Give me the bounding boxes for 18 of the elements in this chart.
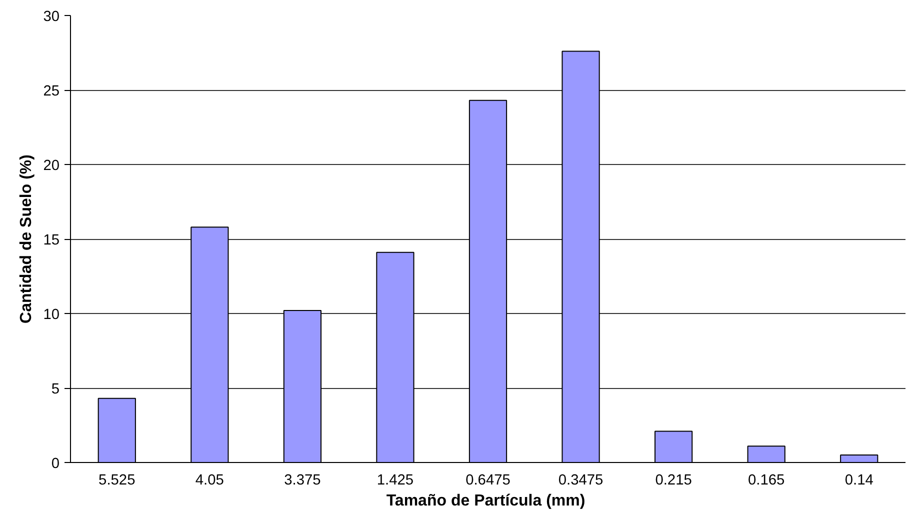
x-tick-label: 0.6475 — [466, 472, 510, 488]
x-tick-label: 5.525 — [98, 472, 136, 488]
x-tick-label: 1.425 — [376, 472, 414, 488]
y-tick-label: 25 — [43, 84, 60, 100]
y-tick-label: 20 — [43, 158, 60, 174]
x-tick-label: 4.05 — [195, 472, 224, 488]
x-tick-label: 0.3475 — [558, 472, 604, 488]
y-tick-label: 15 — [43, 232, 60, 248]
x-tick-label: 0.215 — [655, 472, 692, 488]
y-tick-label: 10 — [43, 307, 60, 323]
y-axis-title: Cantidad de Suelo (%) — [18, 154, 36, 324]
y-tick-label: 30 — [43, 9, 60, 25]
x-tick-label: 0.165 — [748, 472, 785, 488]
y-tick-label: 5 — [51, 382, 60, 398]
x-tick-label: 3.375 — [284, 472, 321, 488]
x-axis-title: Tamaño de Partícula (mm) — [386, 492, 586, 510]
x-tick-label: 0.14 — [844, 472, 874, 488]
y-tick-label: 0 — [51, 456, 60, 472]
